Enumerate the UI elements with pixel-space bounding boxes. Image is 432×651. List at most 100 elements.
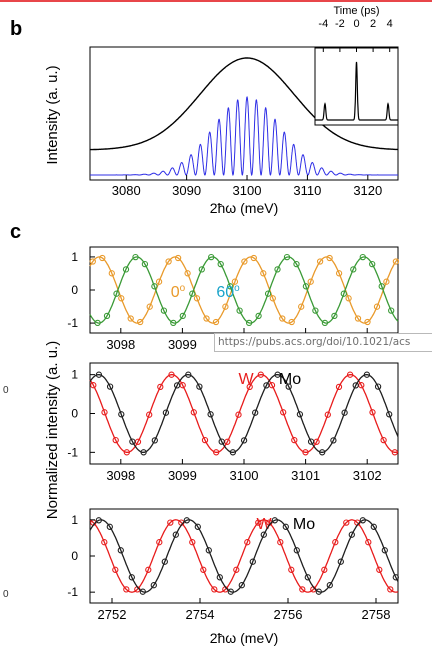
chart-c1-point <box>255 312 262 320</box>
chart-c2-point <box>263 382 270 389</box>
chart-c1-point <box>118 295 125 302</box>
chart-c2-point <box>106 383 114 390</box>
chart-c3-point <box>194 523 201 530</box>
chart-c1-point <box>264 290 272 297</box>
chart-c1-point <box>279 315 286 322</box>
chart-c1-point <box>203 315 210 322</box>
chart-c2-point <box>151 437 158 444</box>
chart-c3-point <box>376 566 383 573</box>
chart-c2-point <box>291 436 298 444</box>
chart-c3-ytick-label: -1 <box>67 585 78 599</box>
chart-c1-point <box>383 278 390 285</box>
chart-c1-point <box>260 270 267 277</box>
chart-c2-point <box>168 371 175 378</box>
chart-c2-point <box>112 436 119 444</box>
chart-b-xtick-label: 3120 <box>353 183 382 198</box>
chart-c3-point <box>128 574 135 581</box>
chart-c2-point <box>246 383 253 391</box>
chart-c1-point <box>227 283 234 290</box>
chart-c3-point <box>337 558 344 565</box>
chart-c3-label-Mo: Mo <box>293 516 315 533</box>
chart-c3-point <box>161 558 168 565</box>
chart-c1-point <box>293 260 300 268</box>
chart-b-xtick-label: 3090 <box>172 183 201 198</box>
chart-c3-point <box>332 539 339 546</box>
chart-c2-point <box>285 383 292 390</box>
chart-c2-point <box>196 383 203 390</box>
chart-c3-point <box>326 582 333 589</box>
chart-c2-point <box>207 411 214 418</box>
chart-c2-point <box>129 438 136 445</box>
chart-c2-point <box>352 382 359 389</box>
chart-c3-point <box>370 523 377 530</box>
chart-c1-point <box>312 307 319 314</box>
chart-c2-point <box>123 449 130 456</box>
chart-c1-label-0o: 0o <box>171 283 186 301</box>
chart-c3-ylabel: Normalized intensity (a. u.) <box>44 341 61 519</box>
chart-c1-point <box>122 266 130 273</box>
chart-c3-xtick-label: 2756 <box>274 607 303 622</box>
chart-c1-series-60o <box>89 256 399 324</box>
chart-c3-point <box>304 574 311 581</box>
chart-c1-point <box>236 307 243 314</box>
chart-c1-point <box>392 258 400 265</box>
chart-c1-point <box>146 303 153 310</box>
chart-c2-point <box>319 449 326 456</box>
chart-c1-point <box>335 270 343 277</box>
chart-c3-point <box>315 588 322 595</box>
chart-c3-series-Mo <box>89 519 399 593</box>
chart-c3-point <box>249 558 256 565</box>
chart-b: 3080 3090 3100 3110 3120 2ħω (meV) Intensity (… <box>44 5 399 216</box>
chart-c3-point <box>392 574 399 581</box>
chart-c2-point <box>302 449 309 456</box>
chart-c3-point <box>277 539 284 546</box>
chart-c1-point <box>184 270 191 277</box>
chart-c3-point <box>282 523 289 530</box>
chart-c1-point <box>388 307 395 314</box>
chart-c1-point <box>364 318 371 326</box>
chart-c1-point <box>170 319 177 327</box>
chart-c1-point <box>132 253 139 261</box>
chart-c1-point <box>245 319 253 327</box>
chart-c1-point <box>108 270 115 277</box>
chart-c3-point <box>343 519 350 526</box>
chart-c1-ytick-label: 1 <box>71 250 78 264</box>
chart-c3-point <box>183 517 190 524</box>
chart-c3-point <box>189 539 196 546</box>
chart-c2-label-W: W <box>238 371 254 388</box>
chart-c3-point <box>117 547 124 554</box>
chart-c1-point <box>350 266 357 273</box>
chart-c1-point <box>331 312 338 320</box>
chart-c1-point <box>373 303 381 310</box>
chart-c2-point <box>324 411 331 418</box>
chart-c3-point <box>101 539 108 546</box>
chart-b-xtick-label: 3110 <box>293 183 321 198</box>
chart-c1-point <box>288 318 295 326</box>
chart-b-ylabel: Intensity (a. u.) <box>44 65 61 164</box>
chart-c1-point <box>208 253 215 261</box>
chart-c1-point <box>321 319 329 327</box>
chart-c2-point <box>157 383 164 391</box>
chart-c3-point <box>233 566 240 573</box>
chart-c1-point <box>302 283 310 290</box>
chart-b-inset-tick-label: 0 <box>353 18 359 30</box>
chart-c1-point <box>369 260 376 268</box>
chart-b-inset-tick-label: -2 <box>335 18 345 30</box>
chart-c2-point <box>307 438 315 445</box>
chart-c1-point <box>89 258 96 265</box>
chart-c2-point <box>330 437 337 444</box>
chart-b-inset-tick-label: 2 <box>370 18 376 30</box>
chart-c2-point <box>335 383 343 391</box>
chart-c3-point <box>255 519 262 526</box>
chart-c2-point <box>296 411 304 418</box>
chart-c2-label-Mo: Mo <box>279 371 301 388</box>
chart-c3-point <box>299 586 306 593</box>
chart-c1-point <box>340 290 347 297</box>
chart-c3-point <box>172 531 179 538</box>
chart-c2-point <box>386 411 393 418</box>
chart-c3-point <box>260 531 267 538</box>
chart-b-xlabel: 2ħω (meV) <box>210 200 279 216</box>
chart-b-inset-title: Time (ps) <box>333 5 379 17</box>
chart-c2-xtick-label: 3099 <box>168 468 197 483</box>
chart-c1-point <box>113 290 120 297</box>
